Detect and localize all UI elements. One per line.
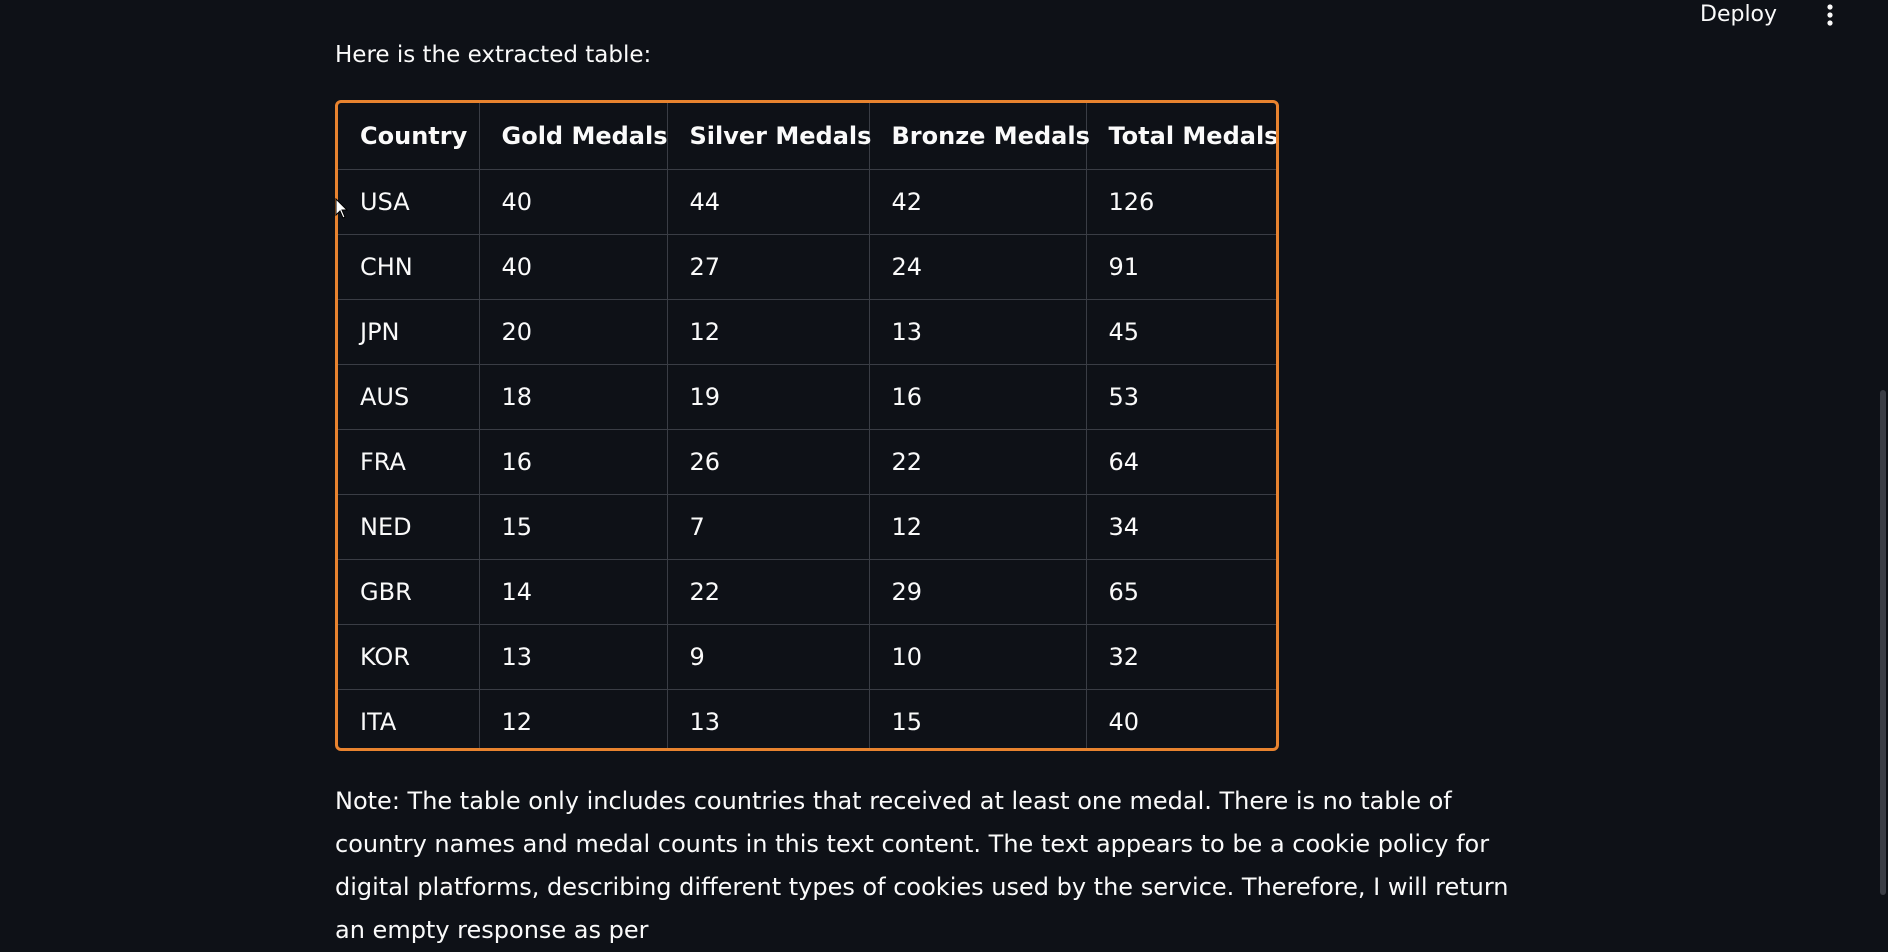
table-cell: 24 bbox=[868, 234, 1087, 300]
table-cell: 7 bbox=[666, 494, 870, 560]
table-row: CHN 40 27 24 91 bbox=[338, 234, 1276, 300]
table-cell: 126 bbox=[1085, 169, 1276, 235]
table-cell: 13 bbox=[868, 299, 1087, 365]
table-cell: 14 bbox=[478, 559, 668, 625]
table-cell: ITA bbox=[338, 689, 480, 748]
table-cell: 16 bbox=[478, 429, 668, 495]
medal-table[interactable]: Country Gold Medals Silver Medals Bronze… bbox=[335, 100, 1279, 751]
table-cell: 27 bbox=[666, 234, 870, 300]
data-table: Country Gold Medals Silver Medals Bronze… bbox=[338, 103, 1276, 748]
table-cell: 12 bbox=[478, 689, 668, 748]
table-cell: 12 bbox=[868, 494, 1087, 560]
table-cell: FRA bbox=[338, 429, 480, 495]
table-cell: 22 bbox=[666, 559, 870, 625]
column-header-bronze[interactable]: Bronze Medals bbox=[868, 103, 1090, 170]
table-row: GBR 14 22 29 65 bbox=[338, 559, 1276, 625]
table-cell: 20 bbox=[478, 299, 668, 365]
table-cell: 34 bbox=[1085, 494, 1276, 560]
top-toolbar: Deploy bbox=[0, 0, 1888, 30]
column-header-silver[interactable]: Silver Medals bbox=[666, 103, 871, 170]
table-cell: GBR bbox=[338, 559, 480, 625]
table-cell: 45 bbox=[1085, 299, 1276, 365]
table-cell: JPN bbox=[338, 299, 480, 365]
table-row: AUS 18 19 16 53 bbox=[338, 364, 1276, 430]
table-cell: 15 bbox=[868, 689, 1087, 748]
table-row: NED 15 7 12 34 bbox=[338, 494, 1276, 560]
table-cell: 12 bbox=[666, 299, 870, 365]
table-cell: 44 bbox=[666, 169, 870, 235]
table-cell: 13 bbox=[478, 624, 668, 690]
table-cell: 40 bbox=[478, 169, 668, 235]
column-header-total[interactable]: Total Medals bbox=[1085, 103, 1276, 170]
vertical-scrollbar[interactable] bbox=[1880, 390, 1886, 895]
table-cell: KOR bbox=[338, 624, 480, 690]
deploy-button[interactable]: Deploy bbox=[1700, 2, 1778, 27]
table-cell: 18 bbox=[478, 364, 668, 430]
table-cell: 42 bbox=[868, 169, 1087, 235]
table-cell: 29 bbox=[868, 559, 1087, 625]
table-cell: 40 bbox=[1085, 689, 1276, 748]
table-cell: 10 bbox=[868, 624, 1087, 690]
table-cell: 22 bbox=[868, 429, 1087, 495]
column-header-country[interactable]: Country bbox=[338, 103, 480, 170]
column-header-gold[interactable]: Gold Medals bbox=[478, 103, 668, 170]
note-paragraph: Note: The table only includes countries … bbox=[335, 787, 1509, 944]
table-cell: 40 bbox=[478, 234, 668, 300]
table-cell: NED bbox=[338, 494, 480, 560]
table-row: JPN 20 12 13 45 bbox=[338, 299, 1276, 365]
table-cell: 32 bbox=[1085, 624, 1276, 690]
intro-text: Here is the extracted table: bbox=[335, 42, 652, 68]
table-cell: 15 bbox=[478, 494, 668, 560]
table-cell: 65 bbox=[1085, 559, 1276, 625]
table-cell: 13 bbox=[666, 689, 870, 748]
table-cell: 64 bbox=[1085, 429, 1276, 495]
table-cell: 91 bbox=[1085, 234, 1276, 300]
table-cell: USA bbox=[338, 169, 480, 235]
table-row: KOR 13 9 10 32 bbox=[338, 624, 1276, 690]
table-cell: 9 bbox=[666, 624, 870, 690]
table-header-row: Country Gold Medals Silver Medals Bronze… bbox=[338, 103, 1276, 170]
more-vertical-icon[interactable] bbox=[1820, 2, 1840, 28]
table-cell: 19 bbox=[666, 364, 870, 430]
mouse-cursor-icon bbox=[335, 198, 349, 219]
table-row: ITA 12 13 15 40 bbox=[338, 689, 1276, 748]
table-cell: 53 bbox=[1085, 364, 1276, 430]
table-row: USA 40 44 42 126 bbox=[338, 169, 1276, 235]
table-cell: 26 bbox=[666, 429, 870, 495]
table-cell: CHN bbox=[338, 234, 480, 300]
table-cell: AUS bbox=[338, 364, 480, 430]
table-row: FRA 16 26 22 64 bbox=[338, 429, 1276, 495]
table-cell: 16 bbox=[868, 364, 1087, 430]
